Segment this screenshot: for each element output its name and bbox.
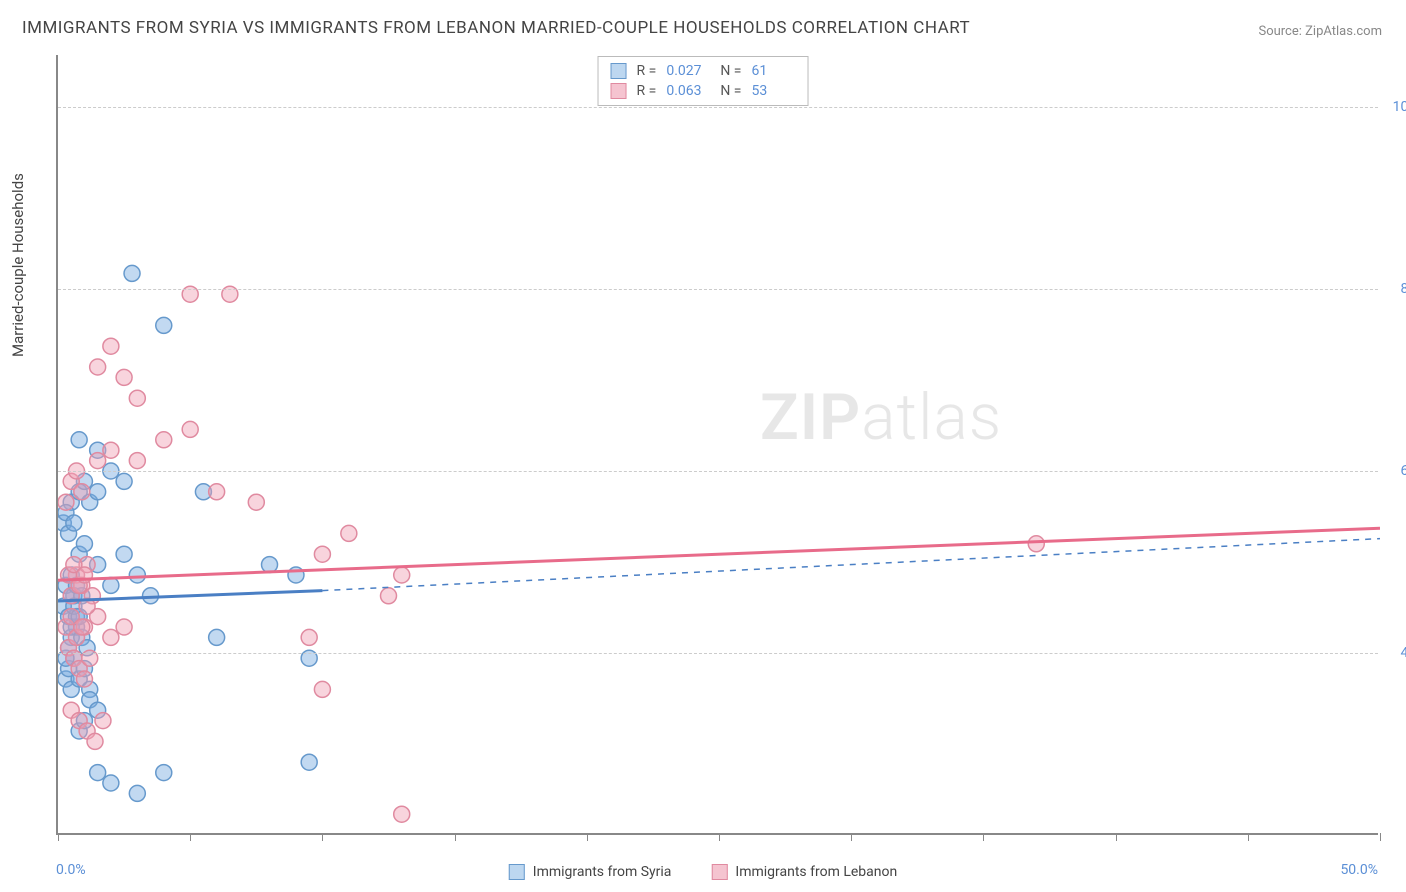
plot-region: 47.5%65.0%82.5%100.0% [56, 55, 1378, 835]
x-tick [1380, 833, 1381, 841]
scatter-point [129, 453, 145, 469]
scatter-point [76, 536, 92, 552]
trend-line [58, 528, 1380, 580]
scatter-point [103, 442, 119, 458]
y-tick-label: 65.0% [1400, 463, 1406, 479]
source-attribution: Source: ZipAtlas.com [1258, 24, 1382, 39]
x-axis-max-label: 50.0% [1340, 862, 1378, 878]
stat-r-value: 0.063 [666, 83, 710, 99]
scatter-point [71, 432, 87, 448]
stats-legend-row: R = 0.063 N = 53 [611, 81, 796, 101]
x-tick [58, 833, 59, 841]
legend-swatch [509, 864, 525, 880]
scatter-point [116, 369, 132, 385]
stats-legend-row: R = 0.027 N = 61 [611, 61, 796, 81]
scatter-point [248, 494, 264, 510]
scatter-point [90, 484, 106, 500]
scatter-point [301, 629, 317, 645]
watermark-atlas: atlas [861, 380, 1002, 455]
scatter-point [87, 733, 103, 749]
watermark: ZIPatlas [760, 380, 1002, 455]
scatter-point [129, 567, 145, 583]
scatter-point [74, 619, 90, 635]
gridline [58, 653, 1378, 654]
stat-n-label: N = [720, 63, 741, 79]
y-tick-label: 82.5% [1400, 281, 1406, 297]
scatter-point [116, 473, 132, 489]
stat-r-label: R = [637, 83, 657, 99]
scatter-point [103, 629, 119, 645]
scatter-point [182, 421, 198, 437]
scatter-point [314, 546, 330, 562]
scatter-point [116, 619, 132, 635]
scatter-point [90, 765, 106, 781]
x-axis-min-label: 0.0% [56, 862, 86, 878]
legend-label: Immigrants from Lebanon [735, 864, 897, 880]
legend-swatch [611, 83, 627, 99]
scatter-point [90, 453, 106, 469]
gridline [58, 289, 1378, 290]
chart-area: 47.5%65.0%82.5%100.0% [56, 55, 1378, 835]
scatter-point [129, 390, 145, 406]
scatter-point [156, 765, 172, 781]
scatter-point [156, 432, 172, 448]
scatter-point [66, 515, 82, 531]
scatter-point [1028, 536, 1044, 552]
legend-label: Immigrants from Syria [533, 864, 672, 880]
scatter-point [129, 785, 145, 801]
gridline [58, 107, 1378, 108]
scatter-point [95, 713, 111, 729]
stat-n-value: 53 [751, 83, 795, 99]
x-tick [1248, 833, 1249, 841]
legend-swatch [711, 864, 727, 880]
scatter-point [394, 806, 410, 822]
scatter-point [341, 525, 357, 541]
x-tick [1116, 833, 1117, 841]
x-tick [983, 833, 984, 841]
scatter-point [156, 317, 172, 333]
scatter-svg [58, 55, 1380, 835]
legend-swatch [611, 63, 627, 79]
stat-n-value: 61 [751, 63, 795, 79]
scatter-point [394, 567, 410, 583]
stat-n-label: N = [720, 83, 741, 99]
stat-r-value: 0.027 [666, 63, 710, 79]
scatter-point [58, 494, 74, 510]
scatter-point [301, 754, 317, 770]
scatter-point [74, 484, 90, 500]
x-tick [587, 833, 588, 841]
x-tick [719, 833, 720, 841]
scatter-point [209, 484, 225, 500]
scatter-point [76, 671, 92, 687]
stats-legend: R = 0.027 N = 61 R = 0.063 N = 53 [598, 56, 809, 106]
scatter-point [90, 359, 106, 375]
gridline [58, 471, 1378, 472]
legend-item: Immigrants from Lebanon [711, 864, 897, 880]
stat-r-label: R = [637, 63, 657, 79]
scatter-point [103, 775, 119, 791]
scatter-point [381, 588, 397, 604]
scatter-point [116, 546, 132, 562]
x-tick [851, 833, 852, 841]
y-tick-label: 47.5% [1400, 645, 1406, 661]
chart-title: IMMIGRANTS FROM SYRIA VS IMMIGRANTS FROM… [22, 18, 970, 38]
scatter-point [314, 681, 330, 697]
watermark-zip: ZIP [760, 380, 861, 455]
y-tick-label: 100.0% [1393, 99, 1406, 115]
series-legend: Immigrants from Syria Immigrants from Leb… [509, 864, 897, 880]
x-tick [455, 833, 456, 841]
scatter-point [209, 629, 225, 645]
scatter-point [124, 265, 140, 281]
legend-item: Immigrants from Syria [509, 864, 672, 880]
x-tick [190, 833, 191, 841]
x-tick [322, 833, 323, 841]
scatter-point [103, 338, 119, 354]
y-axis-title: Married-couple Households [9, 173, 27, 357]
